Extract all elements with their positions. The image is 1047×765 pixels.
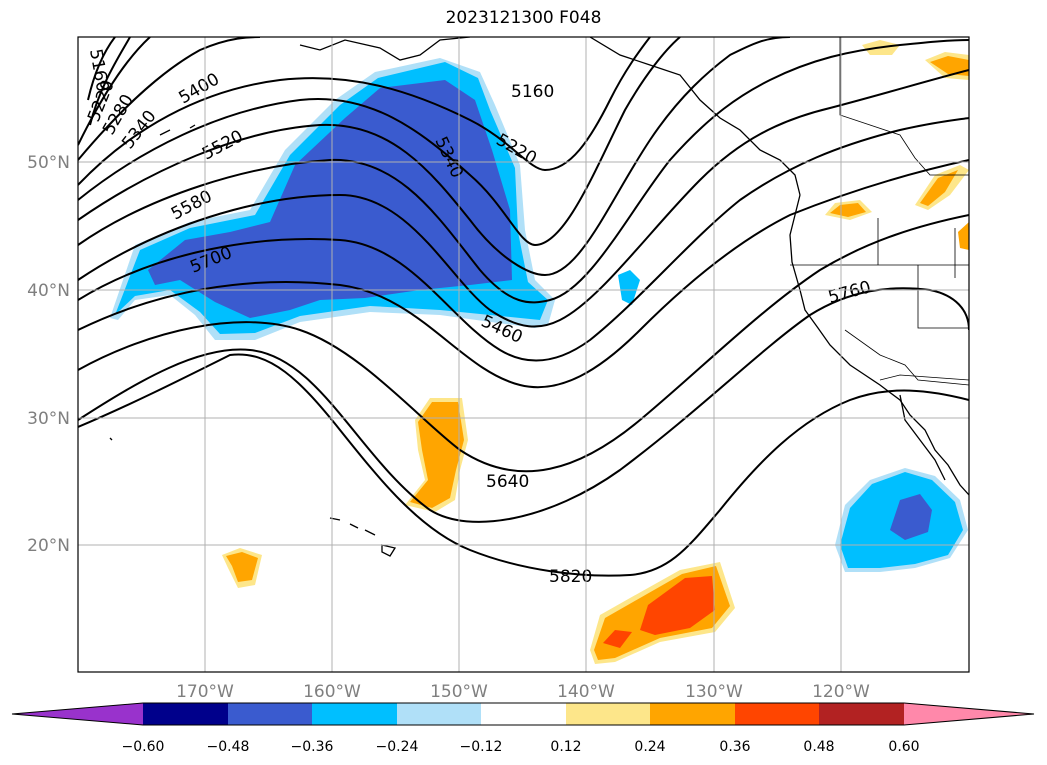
colorbar-segment [397, 703, 481, 725]
colorbar-ticks: −0.60 −0.48 −0.36 −0.24 −0.12 0.12 0.24 … [122, 739, 920, 755]
lat-label: 30°N [27, 409, 70, 429]
colorbar-segment [566, 703, 650, 725]
colorbar-extend-high [904, 703, 1034, 725]
colorbar-tick: 0.36 [719, 739, 750, 755]
colorbar: −0.60 −0.48 −0.36 −0.24 −0.12 0.12 0.24 … [11, 702, 1035, 755]
lat-label: 20°N [27, 536, 70, 556]
lat-label: 50°N [27, 153, 70, 173]
colorbar-segment [735, 703, 819, 725]
boundaries [790, 37, 969, 386]
colorbar-tick: −0.36 [291, 739, 334, 755]
colorbar-tick: 0.24 [634, 739, 665, 755]
colorbar-segment [819, 703, 904, 725]
latitude-labels: 50°N 40°N 30°N 20°N [27, 153, 70, 556]
map-area: 5160 5220 5280 5340 5400 5520 5580 5700 … [78, 37, 969, 672]
colorbar-segment [312, 703, 397, 725]
contour-label: 5640 [486, 472, 529, 492]
contour-label: 5160 [511, 82, 554, 102]
colorbar-tick: −0.48 [207, 739, 250, 755]
colorbar-segment [481, 703, 566, 725]
contour-label: 5820 [549, 567, 592, 587]
colorbar-tick: −0.12 [460, 739, 503, 755]
longitude-labels: 170°W 160°W 150°W 140°W 130°W 120°W [176, 682, 870, 702]
colorbar-tick: −0.60 [122, 739, 165, 755]
gridlines [78, 37, 969, 672]
colorbar-tick: 0.12 [550, 739, 581, 755]
colorbar-segment [650, 703, 735, 725]
colorbar-tick: 0.48 [803, 739, 834, 755]
lon-label: 130°W [685, 682, 743, 702]
positive-anomaly-shading [222, 40, 969, 664]
colorbar-segment [228, 703, 312, 725]
map-title: 2023121300 F048 [445, 8, 602, 28]
coastlines [109, 37, 969, 557]
colorbar-extend-low [12, 703, 143, 725]
lon-label: 150°W [430, 682, 488, 702]
lon-label: 160°W [303, 682, 361, 702]
colorbar-tick: −0.24 [376, 739, 419, 755]
colorbar-tick: 0.60 [888, 739, 919, 755]
map-frame [77, 36, 970, 673]
height-contours [78, 37, 969, 577]
lat-label: 40°N [27, 281, 70, 301]
colorbar-segment [143, 703, 228, 725]
lon-label: 170°W [176, 682, 234, 702]
lon-label: 120°W [812, 682, 870, 702]
lon-label: 140°W [557, 682, 615, 702]
